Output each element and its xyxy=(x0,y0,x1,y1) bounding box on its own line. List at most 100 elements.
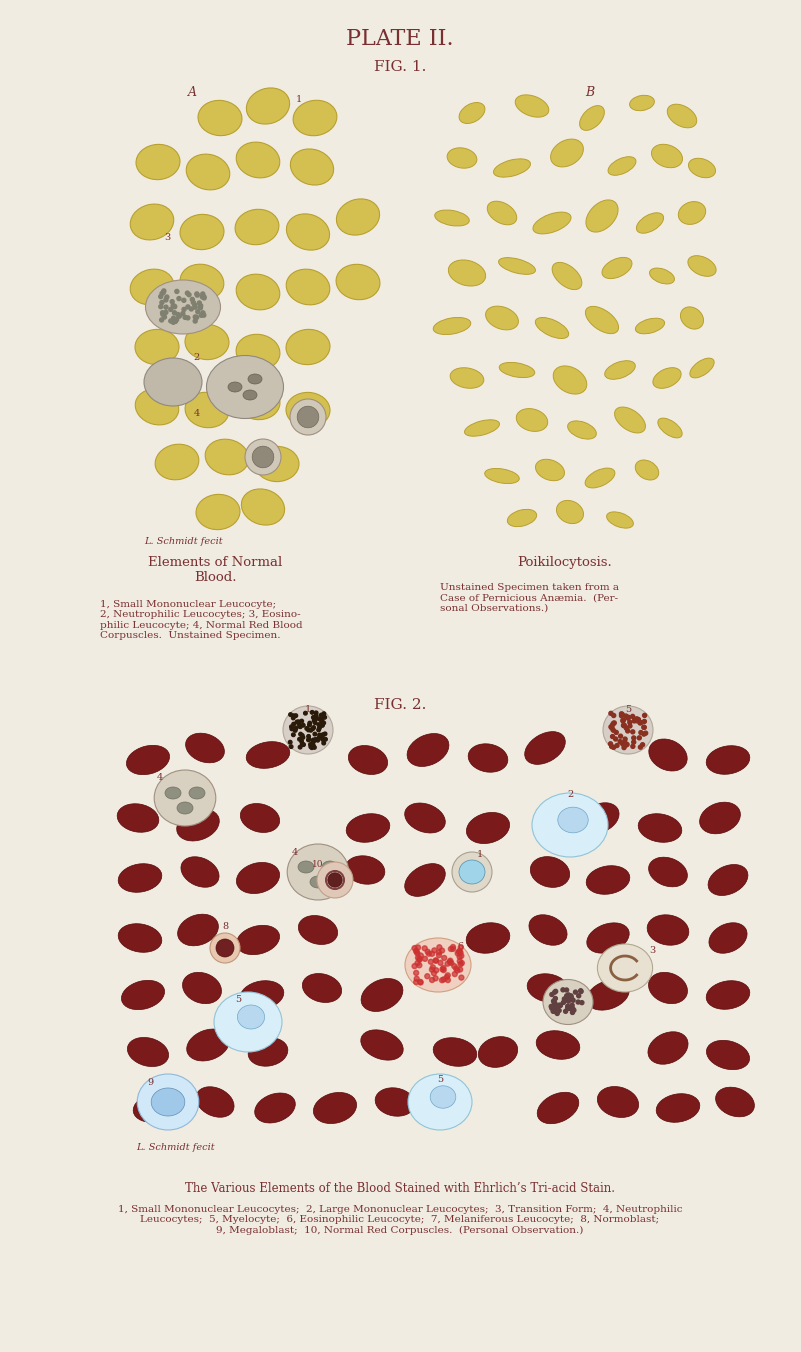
Circle shape xyxy=(412,945,417,950)
Circle shape xyxy=(577,994,581,998)
Text: Elements of Normal
Blood.: Elements of Normal Blood. xyxy=(148,556,282,584)
Circle shape xyxy=(626,729,630,733)
Ellipse shape xyxy=(647,915,689,945)
Circle shape xyxy=(624,714,628,718)
Circle shape xyxy=(312,726,316,729)
Ellipse shape xyxy=(408,1073,472,1130)
Circle shape xyxy=(292,717,295,719)
Circle shape xyxy=(452,964,457,968)
Ellipse shape xyxy=(580,105,605,130)
Text: 5: 5 xyxy=(437,1075,443,1084)
Circle shape xyxy=(312,740,315,744)
Ellipse shape xyxy=(550,139,583,166)
Circle shape xyxy=(639,730,643,734)
Ellipse shape xyxy=(530,857,570,887)
Circle shape xyxy=(186,306,190,308)
Circle shape xyxy=(642,731,646,735)
Circle shape xyxy=(618,740,622,744)
Ellipse shape xyxy=(529,915,567,945)
Circle shape xyxy=(197,301,201,306)
Circle shape xyxy=(175,318,179,322)
Ellipse shape xyxy=(375,1088,415,1117)
Circle shape xyxy=(418,953,424,959)
Circle shape xyxy=(317,723,320,726)
Ellipse shape xyxy=(715,1087,755,1117)
Circle shape xyxy=(453,972,457,976)
Ellipse shape xyxy=(236,274,280,310)
Circle shape xyxy=(292,733,296,737)
Circle shape xyxy=(199,304,203,308)
Circle shape xyxy=(553,1000,557,1005)
Circle shape xyxy=(314,714,318,718)
Ellipse shape xyxy=(185,324,229,360)
Circle shape xyxy=(323,715,327,719)
Circle shape xyxy=(561,988,565,992)
Ellipse shape xyxy=(210,933,240,963)
Circle shape xyxy=(202,296,206,300)
Ellipse shape xyxy=(178,914,219,946)
Circle shape xyxy=(441,956,447,960)
Text: 2: 2 xyxy=(194,353,200,361)
Circle shape xyxy=(553,996,557,1000)
Circle shape xyxy=(622,723,626,727)
Circle shape xyxy=(176,312,180,316)
Text: Unstained Specimen taken from a
Case of Pernicious Anæmia.  (Per-
sonal Observat: Unstained Specimen taken from a Case of … xyxy=(440,583,619,612)
Circle shape xyxy=(459,975,464,980)
Ellipse shape xyxy=(637,212,663,233)
Circle shape xyxy=(642,726,646,729)
Ellipse shape xyxy=(635,318,665,334)
Ellipse shape xyxy=(606,512,634,529)
Circle shape xyxy=(313,721,317,725)
Circle shape xyxy=(193,319,197,323)
Circle shape xyxy=(185,291,189,295)
Ellipse shape xyxy=(236,334,280,369)
Circle shape xyxy=(296,721,299,723)
Circle shape xyxy=(417,963,422,968)
Circle shape xyxy=(438,960,443,965)
Circle shape xyxy=(313,733,316,735)
Circle shape xyxy=(416,956,421,960)
Circle shape xyxy=(612,721,616,725)
Circle shape xyxy=(558,1003,562,1007)
Circle shape xyxy=(622,723,626,727)
Text: 8: 8 xyxy=(222,922,228,932)
Text: 2: 2 xyxy=(567,790,574,799)
Circle shape xyxy=(201,292,205,296)
Circle shape xyxy=(173,319,177,323)
Circle shape xyxy=(579,990,583,994)
Ellipse shape xyxy=(283,706,333,754)
Circle shape xyxy=(422,946,427,950)
Ellipse shape xyxy=(189,787,205,799)
Text: 6: 6 xyxy=(457,942,463,950)
Circle shape xyxy=(552,1002,556,1006)
Circle shape xyxy=(455,968,460,973)
Circle shape xyxy=(193,306,197,310)
Ellipse shape xyxy=(187,1029,229,1061)
Circle shape xyxy=(311,727,315,730)
Circle shape xyxy=(432,948,437,953)
Circle shape xyxy=(430,965,435,969)
Circle shape xyxy=(300,740,304,744)
Circle shape xyxy=(557,1009,562,1013)
Text: 1, Small Mononuclear Leucocytes;  2, Large Mononuclear Leucocytes;  3, Transitio: 1, Small Mononuclear Leucocytes; 2, Larg… xyxy=(118,1205,682,1234)
Circle shape xyxy=(441,968,446,972)
Ellipse shape xyxy=(177,802,193,814)
Ellipse shape xyxy=(286,392,330,427)
Ellipse shape xyxy=(298,915,338,945)
Ellipse shape xyxy=(649,972,687,1003)
Ellipse shape xyxy=(336,199,380,235)
Circle shape xyxy=(202,295,206,299)
Circle shape xyxy=(644,731,648,735)
Circle shape xyxy=(177,314,181,318)
Circle shape xyxy=(433,976,438,980)
Circle shape xyxy=(412,964,417,968)
Ellipse shape xyxy=(650,268,674,284)
Circle shape xyxy=(162,289,166,293)
Circle shape xyxy=(615,744,619,748)
Circle shape xyxy=(296,721,300,723)
Text: PLATE II.: PLATE II. xyxy=(346,28,454,50)
Ellipse shape xyxy=(196,495,240,530)
Ellipse shape xyxy=(236,863,280,894)
Circle shape xyxy=(288,741,292,744)
Circle shape xyxy=(294,726,298,730)
